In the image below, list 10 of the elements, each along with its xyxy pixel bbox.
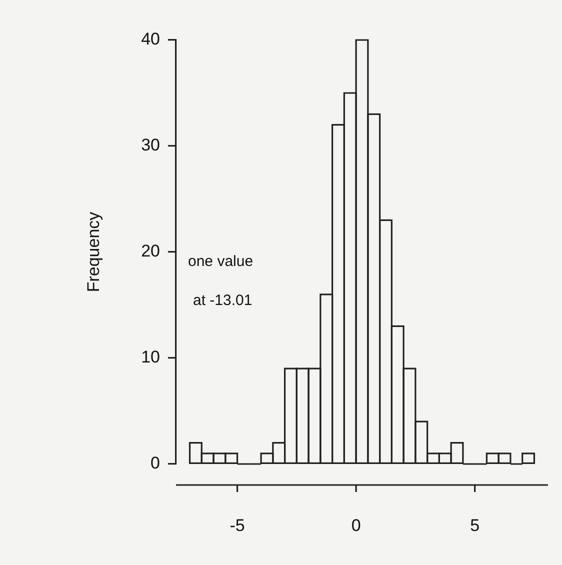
x-tick-label: 5 bbox=[470, 516, 480, 535]
y-tick-label: 40 bbox=[141, 30, 160, 49]
y-axis-title: Frequency bbox=[84, 211, 103, 292]
text: one value at -13.01 bbox=[188, 253, 254, 310]
y-tick-label: 0 bbox=[150, 454, 160, 473]
y-tick-label: 30 bbox=[141, 136, 160, 155]
x-tick-label: -5 bbox=[230, 516, 245, 535]
y-tick-label: 10 bbox=[141, 348, 160, 367]
y-tick-label: 20 bbox=[141, 242, 160, 261]
x-tick-label: 0 bbox=[351, 516, 361, 535]
